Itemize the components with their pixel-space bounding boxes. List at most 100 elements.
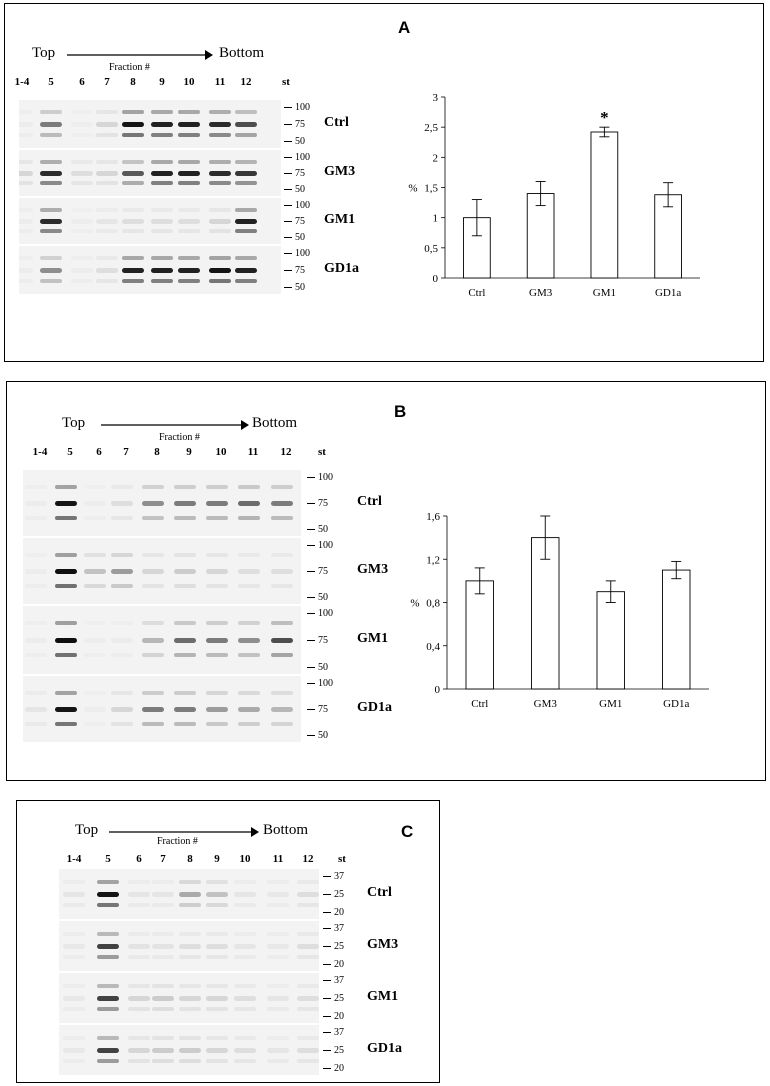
y-axis-label: % bbox=[408, 183, 417, 195]
direction-top-label: Top bbox=[62, 415, 86, 431]
mw-marker: 75 bbox=[307, 635, 328, 646]
blot-band bbox=[271, 638, 293, 643]
condition-label: GD1a bbox=[357, 700, 392, 715]
blot-band bbox=[25, 552, 47, 557]
blot-lane bbox=[120, 100, 146, 148]
blot-band bbox=[25, 707, 47, 712]
blot-lane bbox=[233, 246, 259, 294]
blot-band bbox=[128, 879, 150, 884]
y-tick-label: 0 bbox=[433, 273, 439, 285]
blot-lane bbox=[19, 100, 35, 148]
lane-label: 1-4 bbox=[66, 853, 82, 865]
direction-arrow bbox=[67, 50, 213, 60]
mw-marker: 100 bbox=[284, 152, 310, 163]
blot-lane bbox=[126, 921, 152, 971]
blot-band bbox=[84, 707, 106, 712]
blot-band bbox=[209, 122, 231, 127]
blot-band bbox=[40, 207, 62, 212]
condition-label: Ctrl bbox=[357, 494, 382, 509]
mw-marker: 100 bbox=[307, 608, 333, 619]
blot-lane bbox=[176, 100, 202, 148]
blot-band bbox=[178, 159, 200, 164]
blot-lane bbox=[204, 676, 230, 742]
blot-lane bbox=[207, 198, 233, 244]
blot-lane bbox=[265, 869, 291, 919]
blot-band bbox=[209, 278, 231, 283]
condition-label: GD1a bbox=[367, 1041, 402, 1056]
mw-marker: 75 bbox=[307, 498, 328, 509]
blot-band bbox=[128, 1007, 150, 1011]
blot-band bbox=[142, 721, 164, 726]
condition-label: GD1a bbox=[324, 261, 359, 276]
blot-band bbox=[97, 1048, 119, 1053]
blot-band bbox=[122, 171, 144, 176]
blot-band bbox=[234, 1059, 256, 1063]
blot-band bbox=[55, 690, 77, 695]
blot-band bbox=[19, 110, 33, 114]
blot-band bbox=[84, 501, 106, 506]
blot-band bbox=[111, 621, 133, 625]
blot-band bbox=[63, 879, 85, 884]
blot-strip bbox=[59, 869, 319, 919]
blot-band bbox=[179, 983, 201, 988]
blot-band bbox=[209, 132, 231, 137]
mw-marker: 50 bbox=[284, 282, 305, 293]
blot-band bbox=[234, 1007, 256, 1011]
condition-label: GM3 bbox=[324, 164, 356, 179]
blot-band bbox=[206, 903, 228, 907]
blot-band bbox=[206, 552, 228, 557]
blot-band bbox=[111, 690, 133, 695]
blot-band bbox=[128, 1059, 150, 1063]
blot-band bbox=[142, 621, 164, 625]
lane-label: 12 bbox=[302, 853, 314, 865]
x-tick-label: Ctrl bbox=[471, 698, 488, 710]
blot-band bbox=[271, 552, 293, 557]
blot-band bbox=[179, 879, 201, 884]
blot-band bbox=[179, 944, 201, 949]
blot-band bbox=[206, 721, 228, 726]
blot-band bbox=[234, 955, 256, 959]
blot-band bbox=[174, 583, 196, 588]
blot-lane bbox=[149, 100, 175, 148]
blot-band bbox=[234, 996, 256, 1001]
blot-band bbox=[174, 484, 196, 489]
blot-band bbox=[297, 1007, 319, 1011]
y-tick-label: 1,5 bbox=[424, 183, 438, 195]
blot-band bbox=[111, 552, 133, 557]
mw-marker: 100 bbox=[284, 248, 310, 259]
blot-band bbox=[238, 690, 260, 695]
blot-lane bbox=[295, 973, 319, 1023]
condition-label: GM1 bbox=[367, 989, 399, 1004]
blot-lane bbox=[204, 869, 230, 919]
lane-label: 8 bbox=[154, 446, 160, 458]
blot-band bbox=[152, 996, 174, 1001]
blot-band bbox=[271, 501, 293, 506]
x-tick-label: GD1a bbox=[655, 287, 681, 299]
blot-band bbox=[111, 484, 133, 489]
blot-band bbox=[19, 181, 33, 186]
blot-lane bbox=[109, 538, 135, 604]
blot-band bbox=[63, 944, 85, 949]
blot-band bbox=[174, 652, 196, 657]
blot-band bbox=[151, 207, 173, 212]
blot-lane bbox=[82, 470, 108, 536]
blot-lane bbox=[295, 921, 319, 971]
blot-band bbox=[179, 892, 201, 897]
blot-band bbox=[97, 996, 119, 1001]
blot-band bbox=[84, 515, 106, 520]
blot-band bbox=[235, 122, 257, 127]
blot-strip bbox=[19, 246, 281, 294]
blot-band bbox=[297, 1035, 319, 1040]
blot-band bbox=[152, 931, 174, 936]
blot-band bbox=[142, 515, 164, 520]
blot-band bbox=[234, 1048, 256, 1053]
blot-band bbox=[96, 229, 118, 234]
blot-band bbox=[271, 652, 293, 657]
blot-band bbox=[63, 1048, 85, 1053]
blot-band bbox=[209, 229, 231, 234]
blot-strip bbox=[59, 921, 319, 971]
blot-lane bbox=[207, 246, 233, 294]
lane-label: 12 bbox=[280, 446, 292, 458]
blot-lane bbox=[204, 973, 230, 1023]
blot-lane bbox=[176, 150, 202, 196]
